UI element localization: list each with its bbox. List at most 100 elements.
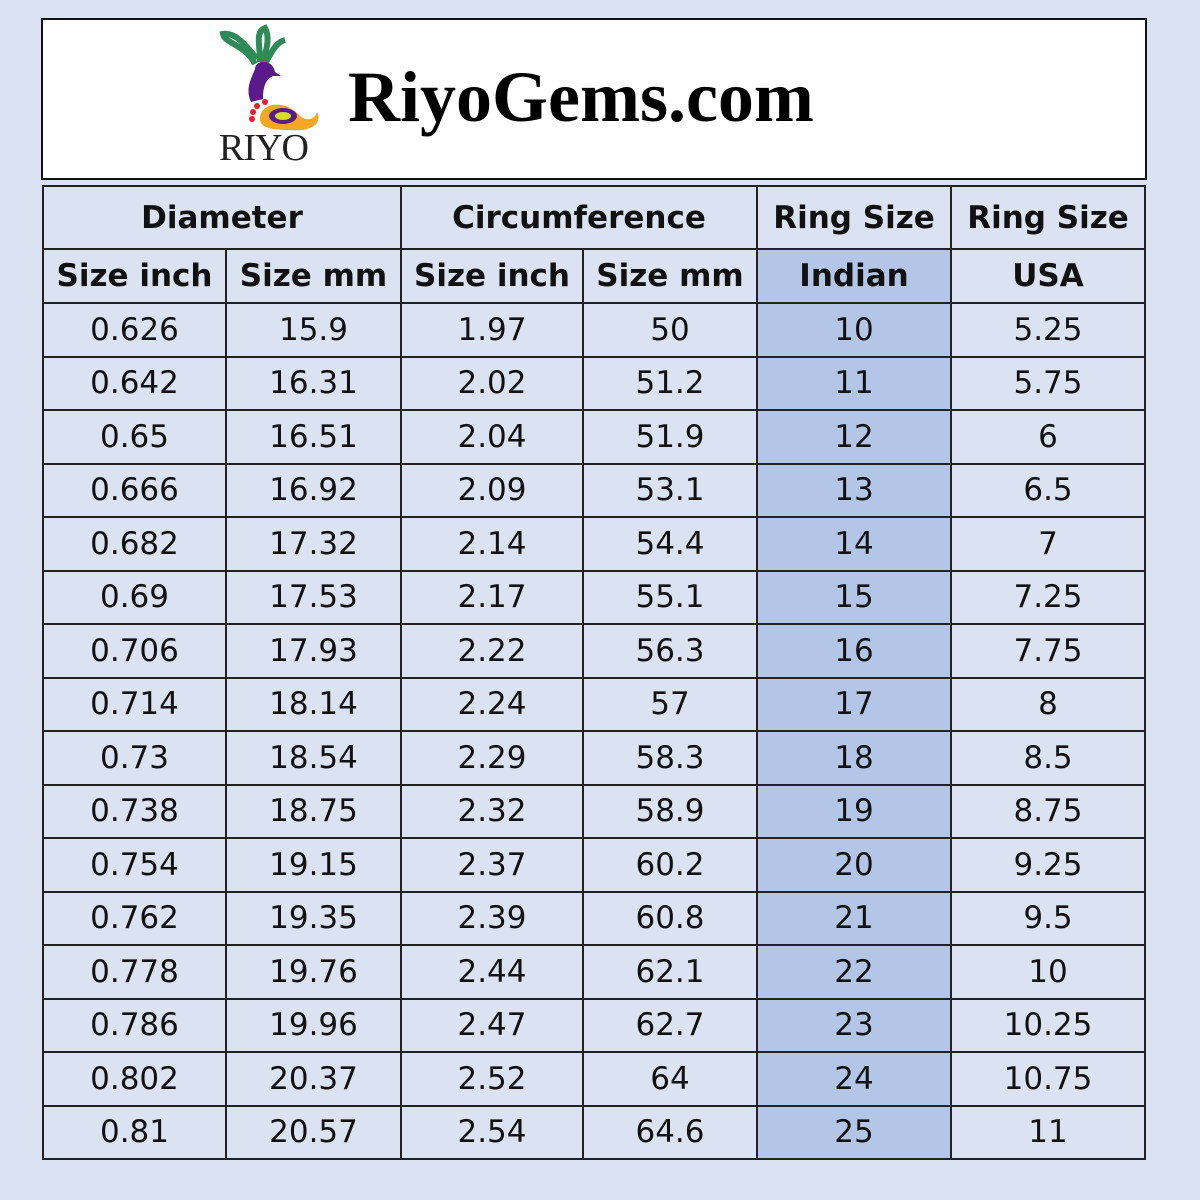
- cell-diameter-mm: 20.37: [225, 1051, 402, 1107]
- cell-circumference-mm: 56.3: [582, 623, 758, 679]
- cell-circumference-mm: 64.6: [582, 1104, 758, 1160]
- cell-circumference-mm: 62.1: [582, 944, 758, 1000]
- cell-diameter-mm: 19.96: [225, 997, 402, 1053]
- cell-circumference-mm: 55.1: [582, 569, 758, 625]
- cell-circumference-inch: 2.29: [400, 730, 584, 786]
- riyo-logo: RIYO: [215, 24, 335, 174]
- cell-ring-size-usa: 10.25: [950, 997, 1146, 1053]
- cell-ring-size-usa: 9.25: [950, 837, 1146, 893]
- cell-ring-size-indian: 10: [756, 302, 952, 358]
- sub-header-row: Size inch Size mm Size inch Size mm Indi…: [42, 248, 1146, 304]
- cell-ring-size-indian: 21: [756, 890, 952, 946]
- cell-diameter-mm: 16.92: [225, 462, 402, 518]
- cell-circumference-inch: 2.17: [400, 569, 584, 625]
- header-banner: RIYO RiyoGems.com: [41, 18, 1147, 180]
- cell-ring-size-usa: 10.75: [950, 1051, 1146, 1107]
- subheader-circumference-mm: Size mm: [582, 248, 758, 304]
- cell-ring-size-indian: 18: [756, 730, 952, 786]
- cell-ring-size-indian: 16: [756, 623, 952, 679]
- cell-diameter-inch: 0.73: [42, 730, 227, 786]
- cell-ring-size-indian: 17: [756, 676, 952, 732]
- cell-circumference-mm: 51.2: [582, 355, 758, 411]
- cell-diameter-inch: 0.81: [42, 1104, 227, 1160]
- cell-diameter-inch: 0.786: [42, 997, 227, 1053]
- table-row: 0.73 18.54 2.29 58.3 18 8.5: [42, 730, 1146, 786]
- cell-ring-size-indian: 20: [756, 837, 952, 893]
- cell-circumference-mm: 64: [582, 1051, 758, 1107]
- cell-circumference-mm: 62.7: [582, 997, 758, 1053]
- peacock-icon: [219, 24, 319, 131]
- cell-diameter-mm: 18.14: [225, 676, 402, 732]
- cell-diameter-mm: 16.51: [225, 409, 402, 465]
- cell-circumference-mm: 58.9: [582, 783, 758, 839]
- cell-circumference-mm: 57: [582, 676, 758, 732]
- cell-ring-size-indian: 14: [756, 516, 952, 572]
- site-title: RiyoGems.com: [348, 57, 814, 137]
- cell-diameter-inch: 0.754: [42, 837, 227, 893]
- cell-diameter-mm: 15.9: [225, 302, 402, 358]
- cell-ring-size-indian: 15: [756, 569, 952, 625]
- header-circumference: Circumference: [400, 185, 758, 250]
- cell-diameter-inch: 0.682: [42, 516, 227, 572]
- cell-diameter-inch: 0.69: [42, 569, 227, 625]
- cell-ring-size-usa: 10: [950, 944, 1146, 1000]
- cell-diameter-inch: 0.666: [42, 462, 227, 518]
- cell-circumference-inch: 1.97: [400, 302, 584, 358]
- cell-ring-size-indian: 19: [756, 783, 952, 839]
- subheader-circumference-inch: Size inch: [400, 248, 584, 304]
- cell-circumference-inch: 2.44: [400, 944, 584, 1000]
- header-diameter: Diameter: [42, 185, 402, 250]
- cell-diameter-mm: 19.35: [225, 890, 402, 946]
- table-row: 0.754 19.15 2.37 60.2 20 9.25: [42, 837, 1146, 893]
- cell-diameter-inch: 0.626: [42, 302, 227, 358]
- cell-circumference-inch: 2.47: [400, 997, 584, 1053]
- cell-diameter-mm: 18.75: [225, 783, 402, 839]
- cell-ring-size-usa: 7: [950, 516, 1146, 572]
- cell-ring-size-indian: 12: [756, 409, 952, 465]
- cell-circumference-mm: 60.2: [582, 837, 758, 893]
- cell-diameter-inch: 0.738: [42, 783, 227, 839]
- cell-circumference-inch: 2.37: [400, 837, 584, 893]
- table-row: 0.69 17.53 2.17 55.1 15 7.25: [42, 569, 1146, 625]
- cell-diameter-mm: 17.53: [225, 569, 402, 625]
- subheader-diameter-mm: Size mm: [225, 248, 402, 304]
- cell-circumference-mm: 53.1: [582, 462, 758, 518]
- table-row: 0.786 19.96 2.47 62.7 23 10.25: [42, 997, 1146, 1053]
- cell-ring-size-indian: 24: [756, 1051, 952, 1107]
- table-row: 0.666 16.92 2.09 53.1 13 6.5: [42, 462, 1146, 518]
- cell-ring-size-usa: 7.75: [950, 623, 1146, 679]
- cell-diameter-inch: 0.65: [42, 409, 227, 465]
- subheader-diameter-inch: Size inch: [42, 248, 227, 304]
- table-row: 0.762 19.35 2.39 60.8 21 9.5: [42, 890, 1146, 946]
- cell-ring-size-usa: 8: [950, 676, 1146, 732]
- cell-diameter-mm: 17.93: [225, 623, 402, 679]
- cell-circumference-inch: 2.02: [400, 355, 584, 411]
- cell-diameter-inch: 0.762: [42, 890, 227, 946]
- cell-ring-size-usa: 5.75: [950, 355, 1146, 411]
- cell-ring-size-indian: 22: [756, 944, 952, 1000]
- table-row: 0.738 18.75 2.32 58.9 19 8.75: [42, 783, 1146, 839]
- cell-ring-size-usa: 5.25: [950, 302, 1146, 358]
- cell-circumference-mm: 50: [582, 302, 758, 358]
- cell-diameter-mm: 19.76: [225, 944, 402, 1000]
- cell-circumference-inch: 2.14: [400, 516, 584, 572]
- table-row: 0.682 17.32 2.14 54.4 14 7: [42, 516, 1146, 572]
- subheader-usa: USA: [950, 248, 1146, 304]
- header-ring-size-indian: Ring Size: [756, 185, 952, 250]
- cell-circumference-mm: 58.3: [582, 730, 758, 786]
- cell-circumference-inch: 2.52: [400, 1051, 584, 1107]
- cell-diameter-mm: 18.54: [225, 730, 402, 786]
- cell-circumference-mm: 54.4: [582, 516, 758, 572]
- cell-ring-size-indian: 13: [756, 462, 952, 518]
- cell-ring-size-usa: 11: [950, 1104, 1146, 1160]
- table-row: 0.65 16.51 2.04 51.9 12 6: [42, 409, 1146, 465]
- cell-ring-size-usa: 6: [950, 409, 1146, 465]
- cell-ring-size-usa: 9.5: [950, 890, 1146, 946]
- cell-ring-size-usa: 6.5: [950, 462, 1146, 518]
- group-header-row: Diameter Circumference Ring Size Ring Si…: [42, 185, 1146, 250]
- cell-diameter-inch: 0.706: [42, 623, 227, 679]
- cell-ring-size-indian: 11: [756, 355, 952, 411]
- cell-circumference-inch: 2.54: [400, 1104, 584, 1160]
- cell-circumference-inch: 2.09: [400, 462, 584, 518]
- cell-ring-size-usa: 8.5: [950, 730, 1146, 786]
